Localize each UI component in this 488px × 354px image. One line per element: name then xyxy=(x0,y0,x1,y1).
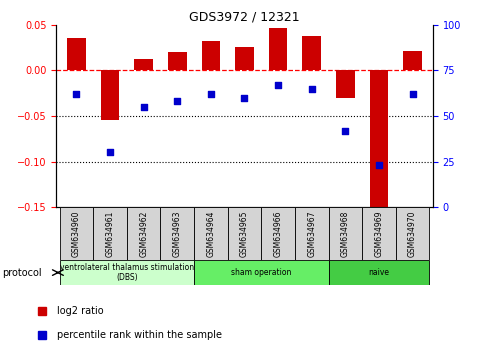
Bar xyxy=(395,207,428,260)
Text: ventrolateral thalamus stimulation
(DBS): ventrolateral thalamus stimulation (DBS) xyxy=(60,263,194,282)
Bar xyxy=(168,52,186,70)
Bar xyxy=(261,207,294,260)
Title: GDS3972 / 12321: GDS3972 / 12321 xyxy=(189,11,299,24)
Bar xyxy=(235,47,253,70)
Bar xyxy=(126,207,160,260)
Bar xyxy=(369,70,387,212)
Point xyxy=(274,82,282,88)
Text: GSM634964: GSM634964 xyxy=(206,210,215,257)
Bar xyxy=(60,207,93,260)
Bar xyxy=(60,260,194,285)
Point xyxy=(106,150,114,155)
Point xyxy=(307,86,315,91)
Text: log2 ratio: log2 ratio xyxy=(58,306,104,316)
Bar xyxy=(294,207,328,260)
Bar xyxy=(227,207,261,260)
Text: naive: naive xyxy=(368,268,388,277)
Point xyxy=(408,91,416,97)
Bar xyxy=(134,58,153,70)
Text: percentile rank within the sample: percentile rank within the sample xyxy=(58,330,222,339)
Text: GSM634967: GSM634967 xyxy=(306,210,316,257)
Text: GSM634970: GSM634970 xyxy=(407,210,416,257)
Text: GSM634965: GSM634965 xyxy=(240,210,248,257)
Point xyxy=(72,91,80,97)
Bar xyxy=(160,207,194,260)
Bar xyxy=(93,207,126,260)
Bar xyxy=(328,207,362,260)
Bar xyxy=(194,260,328,285)
Point xyxy=(240,95,248,101)
Point xyxy=(341,128,348,133)
Text: GSM634968: GSM634968 xyxy=(340,210,349,257)
Text: protocol: protocol xyxy=(2,268,42,278)
Bar xyxy=(194,207,227,260)
Point xyxy=(140,104,147,110)
Text: GSM634969: GSM634969 xyxy=(374,210,383,257)
Bar xyxy=(328,260,428,285)
Bar xyxy=(201,41,220,70)
Point xyxy=(173,98,181,104)
Bar xyxy=(101,70,119,120)
Text: sham operation: sham operation xyxy=(231,268,291,277)
Text: GSM634963: GSM634963 xyxy=(172,210,182,257)
Bar xyxy=(403,51,421,70)
Bar xyxy=(67,39,85,70)
Text: GSM634960: GSM634960 xyxy=(72,210,81,257)
Bar xyxy=(268,28,287,70)
Text: GSM634961: GSM634961 xyxy=(105,210,114,257)
Point xyxy=(374,162,382,168)
Text: GSM634966: GSM634966 xyxy=(273,210,282,257)
Bar xyxy=(302,36,320,70)
Bar xyxy=(335,70,354,98)
Point xyxy=(206,91,214,97)
Text: GSM634962: GSM634962 xyxy=(139,210,148,257)
Bar xyxy=(362,207,395,260)
